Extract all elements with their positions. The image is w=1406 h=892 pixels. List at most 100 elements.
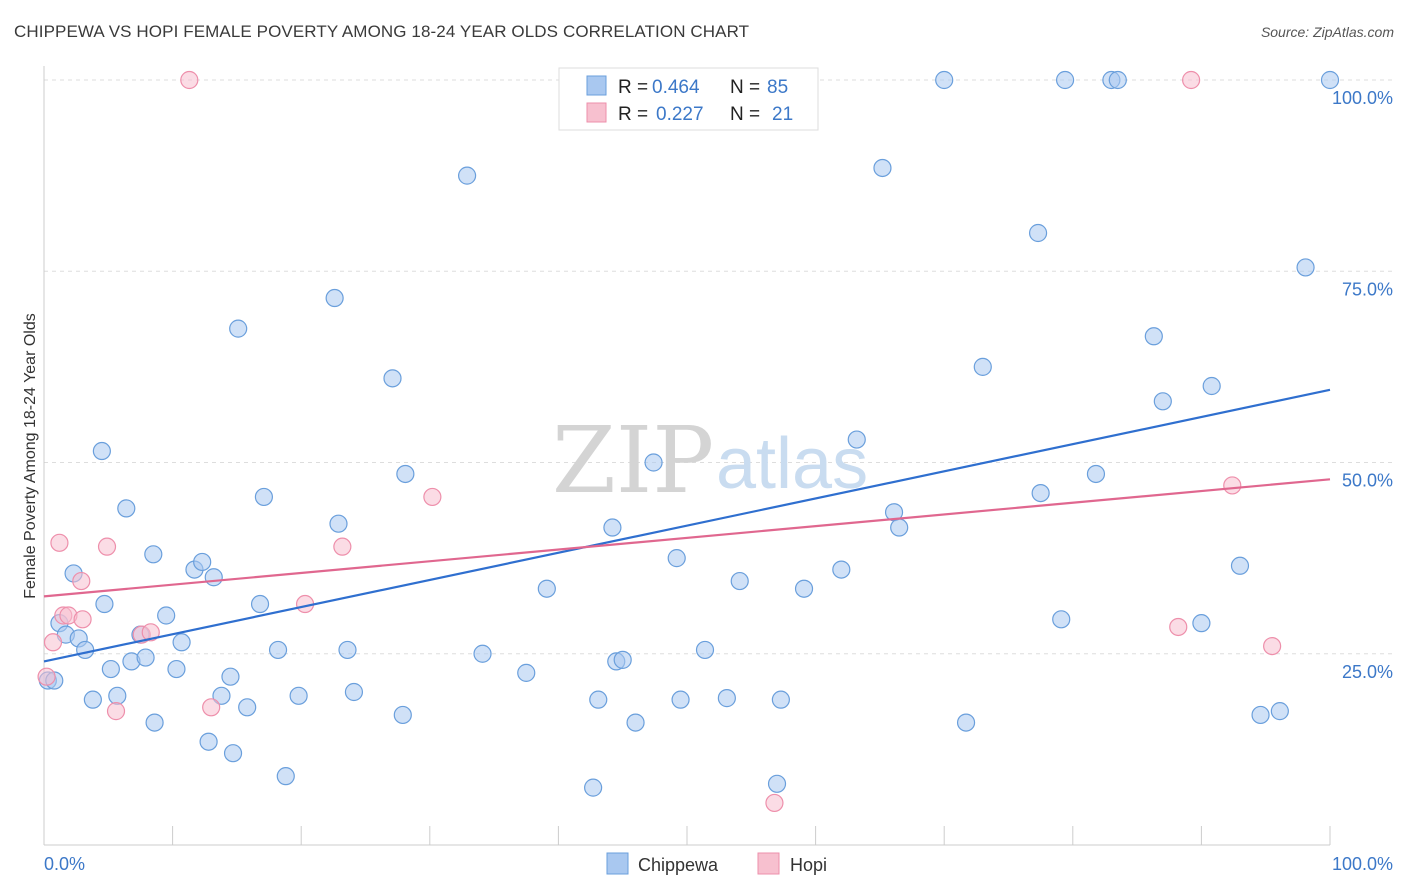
hopi-point — [1169, 617, 1188, 637]
x-tick-label-min: 0.0% — [44, 854, 85, 874]
trend-lines — [43, 388, 1331, 663]
chippewa-point — [767, 774, 787, 793]
legend-swatch-chippewa — [586, 75, 607, 96]
grid-lines — [44, 79, 1393, 655]
legend-chippewa-n-value: 85 — [767, 77, 788, 98]
hopi-point — [73, 610, 92, 629]
chippewa-point — [223, 744, 243, 763]
chippewa-point — [136, 648, 155, 667]
y-tick-label: 100.0% — [1332, 88, 1393, 108]
chippewa-point — [83, 690, 102, 709]
chippewa-point — [1192, 614, 1211, 633]
chippewa-point — [268, 640, 288, 660]
y-tick-label: 25.0% — [1342, 662, 1393, 682]
chippewa-point — [92, 441, 111, 461]
chippewa-point — [1108, 70, 1127, 90]
chippewa-point — [1251, 705, 1270, 725]
source-label: Source: ZipAtlas.com — [1260, 24, 1394, 40]
hopi-point — [202, 698, 221, 717]
chippewa-point — [457, 166, 477, 185]
chippewa-point — [325, 288, 344, 308]
chippewa-point — [101, 659, 120, 679]
chippewa-point — [108, 686, 127, 705]
chippewa-point — [730, 571, 749, 591]
y-axis-label: Female Poverty Among 18-24 Year Olds — [22, 313, 39, 599]
y-tick-labels: 25.0% 50.0% 75.0% 100.0% — [1332, 88, 1393, 682]
chart-title: CHIPPEWA VS HOPI FEMALE POVERTY AMONG 18… — [14, 22, 750, 41]
chippewa-trend-line — [43, 388, 1331, 663]
chippewa-point — [873, 158, 892, 178]
chippewa-point — [695, 640, 715, 660]
hopi-point — [1182, 70, 1201, 90]
legend-hopi-n-label: N = — [730, 104, 760, 125]
legend-hopi-n-value: 21 — [772, 104, 793, 125]
chippewa-point — [667, 549, 686, 568]
chippewa-point — [167, 659, 186, 679]
chippewa-point — [626, 713, 645, 732]
chippewa-point — [212, 686, 231, 705]
chippewa-point — [250, 594, 270, 614]
bottom-legend-swatch-hopi — [757, 852, 780, 875]
chippewa-point — [204, 568, 223, 587]
chippewa-point — [847, 430, 866, 449]
hopi-point — [333, 537, 352, 556]
chippewa-point — [157, 606, 176, 625]
y-tick-label: 50.0% — [1342, 471, 1393, 491]
chippewa-point — [144, 545, 163, 564]
hopi-point — [37, 667, 56, 686]
chippewa-point — [276, 767, 295, 786]
bottom-legend-label-hopi: Hopi — [790, 855, 827, 875]
chippewa-point — [229, 319, 248, 338]
chippewa-point — [193, 552, 212, 572]
hopi-point — [106, 702, 126, 721]
hopi-point — [97, 537, 117, 556]
chippewa-point — [473, 644, 492, 663]
chippewa-point — [145, 713, 164, 732]
x-axis-ticks — [43, 826, 1331, 845]
chippewa-point — [254, 487, 274, 507]
chippewa-point — [1270, 702, 1289, 721]
chippewa-point — [1086, 464, 1106, 484]
legend-chippewa-r-label: R = — [618, 77, 648, 98]
chippewa-point — [221, 667, 240, 686]
chippewa-point — [329, 514, 348, 533]
chippewa-point — [199, 732, 218, 751]
chippewa-point — [771, 690, 790, 709]
chippewa-point — [383, 369, 402, 388]
chippewa-point — [396, 464, 415, 484]
chippewa-point — [1230, 556, 1250, 575]
hopi-point — [1223, 476, 1242, 495]
chippewa-point — [117, 499, 136, 518]
watermark-zip: ZIP — [552, 407, 714, 514]
chippewa-point — [289, 686, 308, 705]
chippewa-point — [956, 713, 976, 732]
hopi-point — [43, 633, 63, 652]
x-tick-label-max: 100.0% — [1332, 854, 1393, 874]
series-hopi-points — [37, 70, 1282, 813]
hopi-point — [50, 533, 69, 552]
y-tick-label: 75.0% — [1342, 279, 1393, 299]
chippewa-point — [589, 690, 608, 709]
chippewa-point — [935, 70, 954, 90]
hopi-point — [141, 623, 160, 642]
chippewa-point — [794, 579, 814, 598]
bottom-legend-swatch-chippewa — [606, 852, 629, 875]
chippewa-point — [1320, 70, 1340, 90]
chippewa-point — [393, 705, 412, 725]
bottom-legend: Chippewa Hopi — [606, 852, 827, 875]
legend-hopi-r-value: 0.227 — [656, 104, 704, 125]
chippewa-point — [1296, 258, 1315, 277]
hopi-point — [72, 571, 91, 591]
chippewa-point — [973, 357, 992, 376]
legend-box: R = 0.464 N = 85 R = 0.227 N = 21 — [558, 67, 819, 131]
legend-chippewa-r-value: 0.464 — [652, 77, 700, 98]
hopi-point — [180, 70, 199, 90]
chippewa-point — [517, 663, 536, 682]
hopi-point — [765, 793, 784, 813]
bottom-legend-label-chippewa: Chippewa — [638, 855, 719, 875]
chippewa-point — [238, 698, 257, 717]
chippewa-point — [172, 633, 191, 652]
hopi-point — [423, 487, 442, 507]
chippewa-point — [890, 518, 909, 537]
